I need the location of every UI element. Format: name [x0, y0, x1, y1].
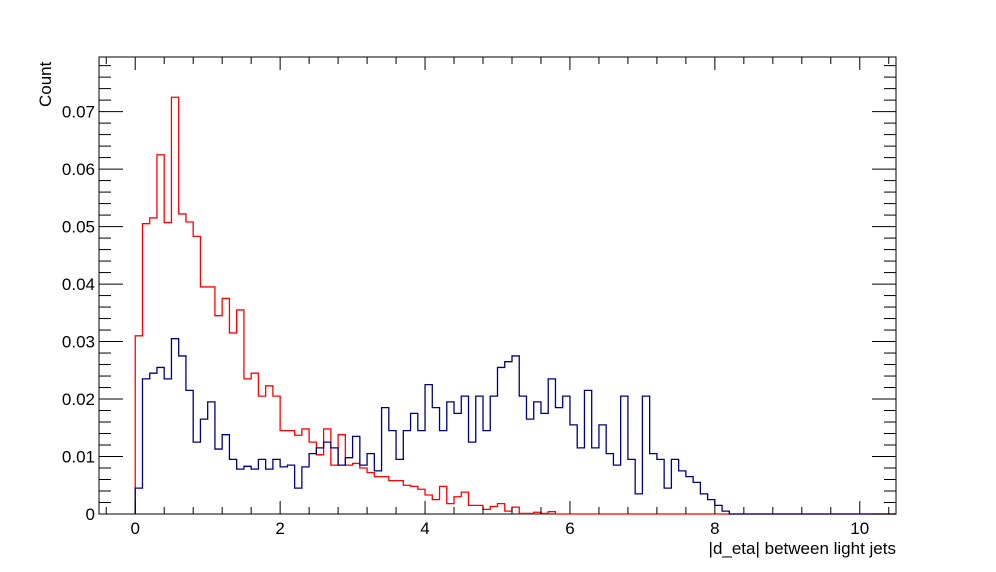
y-tick-label: 0.07	[62, 103, 95, 122]
x-tick-label: 2	[275, 519, 284, 538]
series-2-step-line	[134, 338, 896, 515]
x-tick-label: 10	[850, 519, 869, 538]
plot-frame	[98, 56, 897, 515]
y-tick-label: 0.04	[62, 275, 95, 294]
x-axis: 0 2 4 6 8 10	[105, 57, 890, 538]
series-layer	[134, 96, 896, 515]
y-tick-label: 0	[86, 505, 95, 524]
y-axis: 0 0.01 0.02 0.03 0.04 0.05 0.06 0.07	[62, 65, 896, 524]
y-axis-title: Count	[36, 61, 55, 107]
x-tick-label: 0	[130, 519, 139, 538]
y-tick-label: 0.05	[62, 218, 95, 237]
y-tick-label: 0.06	[62, 160, 95, 179]
y-tick-label: 0.01	[62, 448, 95, 467]
y-tick-label: 0.02	[62, 390, 95, 409]
x-axis-title: |d_eta| between light jets	[709, 539, 896, 558]
x-tick-label: 4	[420, 519, 429, 538]
series-1-step-line	[134, 96, 896, 515]
x-tick-label: 6	[565, 519, 574, 538]
x-tick-label: 8	[710, 519, 719, 538]
y-tick-label: 0.03	[62, 333, 95, 352]
